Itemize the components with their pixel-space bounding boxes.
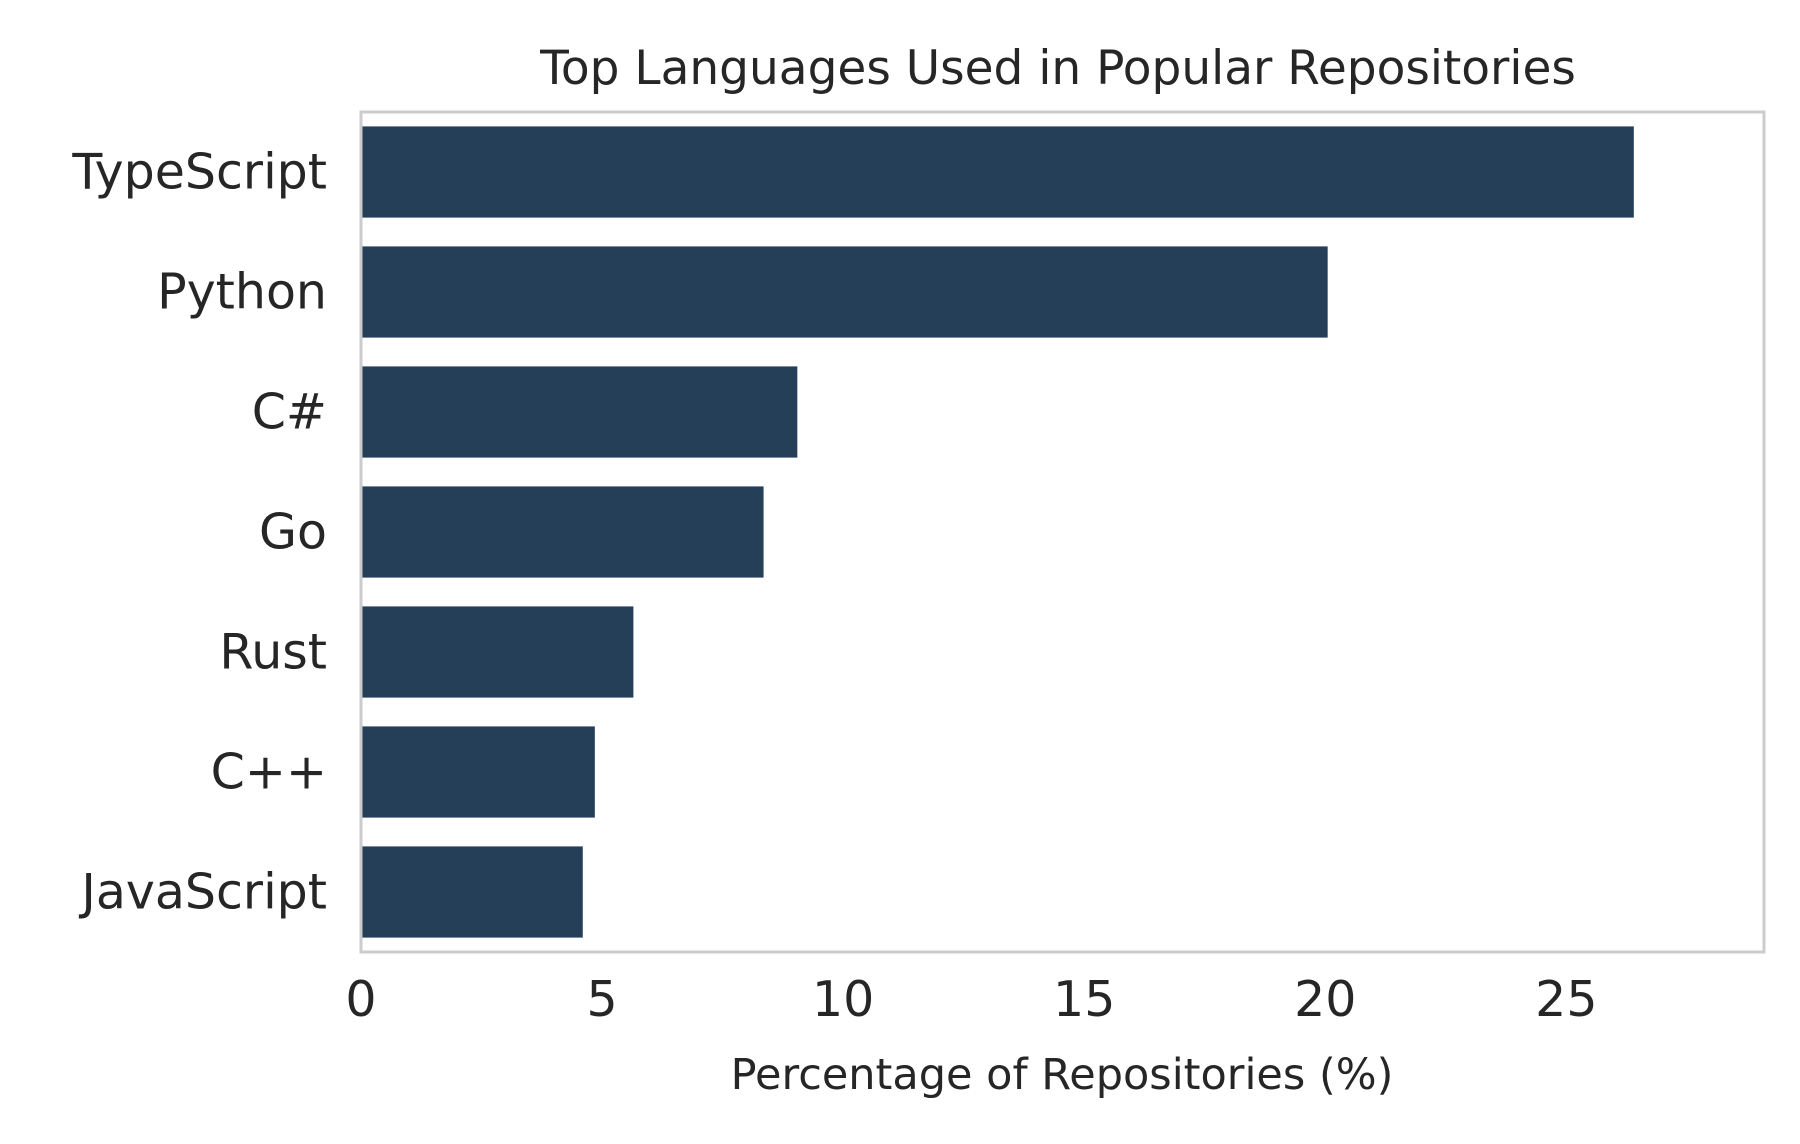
category-label: C# <box>252 384 327 441</box>
x-tick-label: 10 <box>812 971 874 1028</box>
category-label: TypeScript <box>71 144 327 201</box>
x-tick-label: 20 <box>1294 971 1356 1028</box>
bar-rust <box>361 606 634 698</box>
bar-go <box>361 486 764 578</box>
category-label: JavaScript <box>78 864 327 921</box>
bar-javascript <box>361 846 583 938</box>
bar-cpp <box>361 726 595 818</box>
category-label: Rust <box>219 624 327 681</box>
category-label: C++ <box>211 744 327 801</box>
plot-frame <box>359 110 1766 954</box>
x-axis-label: Percentage of Repositories (%) <box>731 1050 1394 1100</box>
bar-python <box>361 246 1328 338</box>
x-axis-ticks: 0 5 10 15 20 25 <box>345 971 1597 1028</box>
bar-typescript <box>361 126 1634 218</box>
x-tick-label: 0 <box>345 971 376 1028</box>
category-label: Python <box>157 264 327 321</box>
x-tick-label: 25 <box>1535 971 1597 1028</box>
bar-csharp <box>361 366 798 458</box>
x-tick-label: 15 <box>1053 971 1115 1028</box>
category-label: Go <box>259 504 327 561</box>
x-tick-label: 5 <box>586 971 617 1028</box>
bars-layer <box>361 126 1634 938</box>
category-labels: TypeScript Python C# Go Rust C++ JavaScript <box>71 144 327 921</box>
chart-title: Top Languages Used in Popular Repositori… <box>539 41 1576 96</box>
